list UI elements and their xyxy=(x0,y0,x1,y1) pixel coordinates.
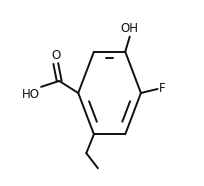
Text: F: F xyxy=(158,82,164,95)
Text: HO: HO xyxy=(22,88,40,101)
Text: OH: OH xyxy=(120,22,138,35)
Text: O: O xyxy=(51,49,60,62)
